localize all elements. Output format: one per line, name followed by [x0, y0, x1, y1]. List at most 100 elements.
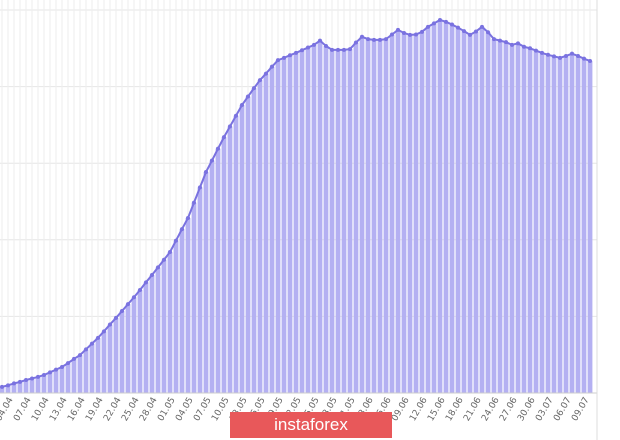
point — [384, 37, 388, 42]
bar — [209, 160, 215, 393]
point — [558, 55, 562, 60]
bar — [461, 31, 467, 393]
point — [144, 280, 148, 285]
bar — [431, 23, 437, 394]
point — [342, 47, 346, 52]
bar — [305, 47, 311, 394]
bar — [173, 240, 179, 393]
point — [54, 367, 58, 372]
point — [204, 170, 208, 175]
bar — [281, 57, 287, 393]
point — [486, 30, 490, 35]
point — [0, 384, 4, 389]
point — [234, 113, 238, 118]
bar — [245, 96, 251, 394]
bar — [575, 55, 581, 394]
point — [282, 55, 286, 60]
point — [510, 42, 514, 47]
bar — [257, 80, 263, 394]
point — [288, 53, 292, 58]
point — [126, 302, 130, 307]
bar — [11, 383, 17, 393]
bar — [317, 40, 323, 393]
point — [150, 273, 154, 278]
bar — [587, 60, 593, 394]
bar — [455, 27, 461, 393]
bar — [581, 58, 587, 394]
bar — [233, 115, 239, 393]
bar — [527, 48, 533, 394]
bar — [29, 378, 35, 393]
bar — [269, 66, 275, 394]
point — [564, 53, 568, 58]
point — [414, 32, 418, 37]
point — [90, 341, 94, 346]
bar — [215, 148, 221, 393]
bar — [383, 39, 389, 393]
point — [546, 52, 550, 57]
point — [426, 24, 430, 29]
point — [246, 94, 250, 99]
bar — [161, 259, 167, 393]
point — [162, 257, 166, 262]
bar — [551, 56, 557, 394]
bar — [41, 374, 47, 393]
bar — [503, 42, 509, 394]
bar — [371, 39, 377, 394]
bar — [71, 358, 77, 393]
point — [366, 37, 370, 42]
bar — [149, 275, 155, 393]
bar — [143, 282, 149, 393]
point — [174, 238, 178, 243]
point — [534, 48, 538, 53]
point — [372, 37, 376, 42]
point — [96, 335, 100, 340]
bar — [275, 60, 281, 393]
bar — [227, 126, 233, 393]
bar — [473, 31, 479, 394]
point — [258, 78, 262, 83]
bar — [353, 42, 359, 394]
bar — [17, 381, 23, 393]
bar — [539, 52, 545, 394]
point — [114, 315, 118, 320]
point — [432, 21, 436, 26]
bar — [329, 49, 335, 393]
bar — [341, 49, 347, 393]
bar — [101, 331, 107, 393]
bar — [293, 52, 299, 394]
point — [306, 45, 310, 50]
bar — [557, 57, 563, 393]
point — [264, 71, 268, 76]
point — [276, 58, 280, 63]
point — [570, 51, 574, 56]
bar — [443, 21, 449, 394]
bar — [251, 88, 257, 393]
bar — [95, 337, 101, 393]
point — [210, 158, 214, 163]
bar — [239, 104, 245, 393]
point — [108, 322, 112, 327]
bar — [407, 34, 413, 394]
point — [180, 227, 184, 232]
bar — [485, 32, 491, 394]
point — [378, 37, 382, 42]
bar — [287, 55, 293, 393]
point — [102, 329, 106, 334]
bar — [299, 50, 305, 394]
x-tick-label: 09.07 — [570, 396, 592, 423]
point — [240, 102, 244, 107]
point — [120, 309, 124, 314]
bar — [221, 137, 227, 393]
bar — [23, 379, 29, 393]
point — [402, 30, 406, 35]
bar — [125, 304, 131, 393]
point — [6, 383, 10, 388]
point — [78, 353, 82, 358]
bar — [167, 252, 173, 393]
point — [408, 32, 412, 37]
watermark: instaforex — [274, 415, 348, 434]
point — [42, 372, 46, 377]
bar — [197, 187, 203, 393]
